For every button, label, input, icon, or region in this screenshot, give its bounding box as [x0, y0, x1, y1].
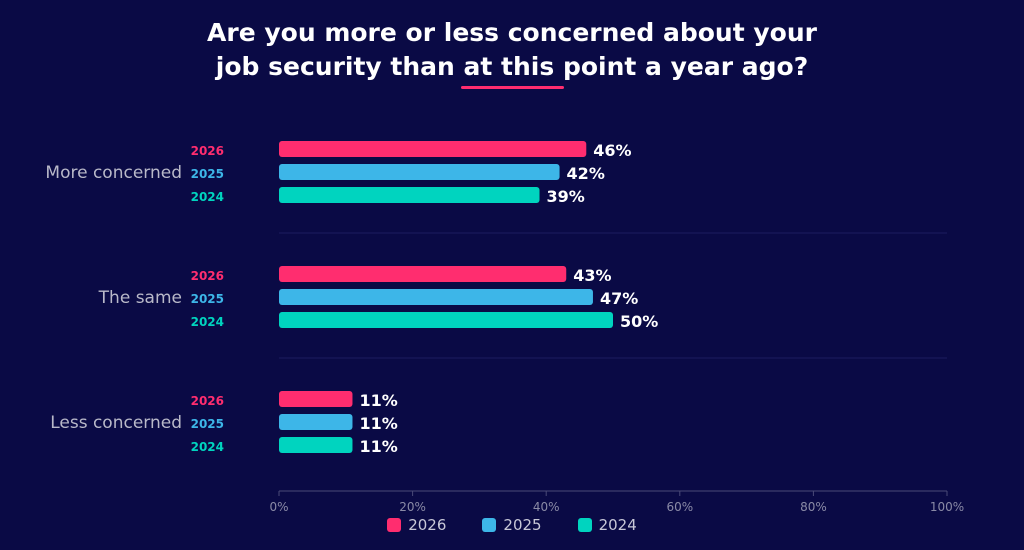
legend-item-2026: 2026: [387, 516, 446, 534]
series-label-2026: 2026: [191, 394, 224, 408]
bar-less-concerned-2024: [279, 437, 353, 453]
chart-legend: 2026 2025 2024: [0, 516, 1024, 534]
series-label-2024: 2024: [191, 315, 224, 329]
x-tick-label: 20%: [399, 500, 426, 514]
series-label-2025: 2025: [191, 417, 224, 431]
legend-swatch: [387, 518, 402, 532]
x-tick-label: 40%: [533, 500, 560, 514]
series-label-2026: 2026: [191, 269, 224, 283]
series-label-2026: 2026: [191, 144, 224, 158]
series-label-2024: 2024: [191, 190, 224, 204]
data-label-less-concerned-2025: 11%: [359, 414, 397, 433]
chart-title: Are you more or less concerned about you…: [0, 16, 1024, 84]
data-label-the-same-2026: 43%: [573, 266, 611, 285]
data-label-the-same-2025: 47%: [600, 289, 638, 308]
title-underline: [461, 86, 564, 89]
legend-item-2025: 2025: [482, 516, 542, 534]
bar-more-concerned-2025: [279, 164, 560, 180]
x-tick-label: 60%: [666, 500, 693, 514]
bar-less-concerned-2026: [279, 391, 353, 407]
x-tick-label: 100%: [930, 500, 964, 514]
series-label-2024: 2024: [191, 440, 224, 454]
data-label-more-concerned-2024: 39%: [547, 187, 585, 206]
series-label-2025: 2025: [191, 167, 224, 181]
legend-swatch: [482, 518, 497, 532]
data-label-less-concerned-2026: 11%: [359, 391, 397, 410]
bar-the-same-2024: [279, 312, 613, 328]
bar-more-concerned-2026: [279, 141, 587, 157]
x-tick-label: 0%: [269, 500, 288, 514]
bar-more-concerned-2024: [279, 187, 540, 203]
legend-item-2024: 2024: [577, 516, 637, 534]
category-label-less-concerned: Less concerned: [50, 413, 182, 433]
category-label-more-concerned: More concerned: [45, 163, 182, 183]
data-label-the-same-2024: 50%: [620, 312, 658, 331]
data-label-more-concerned-2026: 46%: [593, 141, 631, 160]
data-label-less-concerned-2024: 11%: [359, 437, 397, 456]
bar-less-concerned-2025: [279, 414, 353, 430]
series-label-2025: 2025: [191, 292, 224, 306]
bar-the-same-2025: [279, 289, 593, 305]
data-label-more-concerned-2025: 42%: [567, 164, 605, 183]
chart-title-line-1: Are you more or less concerned about you…: [207, 18, 817, 47]
chart-title-line-2: job security than at this point a year a…: [215, 52, 809, 81]
x-tick-label: 80%: [800, 500, 827, 514]
legend-swatch: [577, 518, 592, 532]
bar-the-same-2026: [279, 266, 567, 282]
legend-label: 2024: [598, 516, 637, 534]
legend-label: 2026: [408, 516, 447, 534]
legend-label: 2025: [503, 516, 542, 534]
category-label-the-same: The same: [98, 288, 182, 308]
